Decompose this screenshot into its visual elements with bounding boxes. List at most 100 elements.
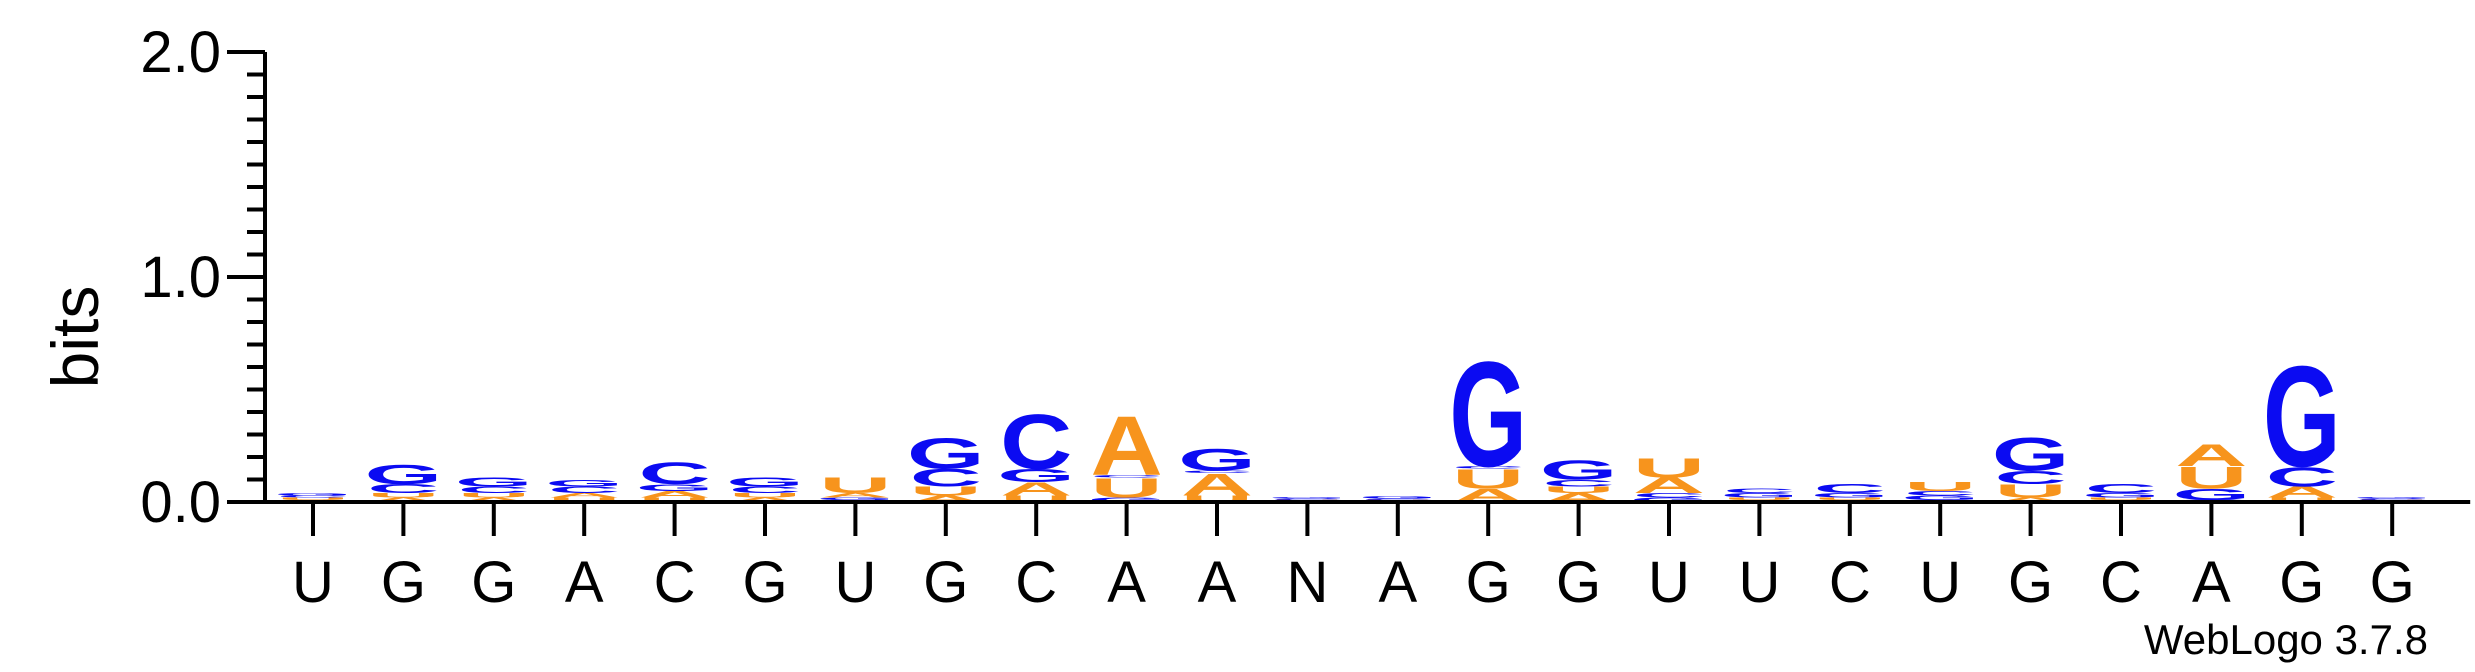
logo-letter: C bbox=[1542, 478, 1614, 488]
logo-letter: G bbox=[1359, 496, 1437, 499]
logo-letter: U bbox=[1452, 463, 1524, 494]
y-tick-label: 2.0 bbox=[140, 20, 221, 85]
logo-letter: A bbox=[367, 496, 439, 503]
logo-letter: U bbox=[2085, 497, 2157, 500]
logo-letter: G bbox=[1992, 428, 2070, 481]
logo-letter: U bbox=[2175, 460, 2247, 495]
logo-letter: G bbox=[997, 465, 1075, 486]
logo-letter: C bbox=[1181, 470, 1253, 473]
position-label: G bbox=[1556, 550, 1601, 615]
position-label: U bbox=[292, 550, 334, 615]
logo-letter: C bbox=[910, 464, 982, 492]
position-label: C bbox=[654, 550, 696, 615]
logo-letter: G bbox=[636, 482, 714, 492]
logo-letter: C bbox=[1452, 465, 1524, 468]
logo-letter: A bbox=[2175, 438, 2247, 473]
position-label: A bbox=[1378, 550, 1417, 615]
position-label: G bbox=[2008, 550, 2053, 615]
logo-letter: A bbox=[1633, 473, 1705, 497]
logo-letter: G bbox=[1811, 492, 1889, 499]
position-label: G bbox=[471, 550, 516, 615]
logo-letter: C bbox=[1271, 498, 1343, 500]
logo-letter: A bbox=[1000, 479, 1072, 500]
logo-letter: G bbox=[1901, 494, 1979, 501]
logo-letter: C bbox=[1994, 467, 2066, 488]
position-label: C bbox=[1015, 550, 1057, 615]
logo-letter: U bbox=[729, 492, 801, 499]
logo-letter: U bbox=[910, 484, 982, 498]
logo-letter: G bbox=[1449, 332, 1527, 499]
logo-letter: U bbox=[1904, 480, 1976, 494]
position-label: U bbox=[834, 550, 876, 615]
logo-letter: U bbox=[1542, 485, 1614, 495]
logo-letter: C bbox=[638, 456, 710, 491]
logo-letter: C bbox=[1904, 490, 1976, 497]
logo-letter: U bbox=[1090, 472, 1162, 503]
logo-letter: U bbox=[819, 473, 891, 497]
y-tick-label: 0.0 bbox=[140, 470, 221, 535]
position-label: G bbox=[923, 550, 968, 615]
logo-letter: C bbox=[2356, 498, 2428, 500]
logo-letter: A bbox=[1181, 467, 1253, 502]
logo-letter: G bbox=[365, 459, 443, 490]
position-label: N bbox=[1286, 550, 1328, 615]
weblogo-credit: WebLogo 3.7.8 bbox=[2144, 616, 2428, 663]
logo-letter: G bbox=[545, 478, 623, 488]
logo-letter: C bbox=[729, 485, 801, 495]
logo-letter: G bbox=[1088, 496, 1166, 503]
logo-letter: G bbox=[455, 475, 533, 489]
position-label: G bbox=[1466, 550, 1511, 615]
logo-letter: U bbox=[277, 497, 349, 500]
logo-letter: U bbox=[1181, 494, 1253, 504]
y-axis: 0.0 1.0 2.0 bbox=[140, 20, 267, 535]
logo-letter: G bbox=[1721, 492, 1799, 499]
logo-letter: G bbox=[2173, 486, 2251, 503]
logo-letter: C bbox=[1000, 399, 1072, 486]
logo-letter: A bbox=[910, 494, 982, 504]
logo-letter: G bbox=[726, 475, 804, 489]
position-label: G bbox=[742, 550, 787, 615]
logo-letter: C bbox=[1633, 492, 1705, 499]
logo-letter: C bbox=[1362, 498, 1434, 500]
logo-letter: A bbox=[1994, 496, 2066, 503]
logo-letter: U bbox=[638, 496, 710, 503]
position-label: A bbox=[2192, 550, 2231, 615]
logo-letter: C bbox=[458, 485, 530, 495]
position-label: A bbox=[1198, 550, 1237, 615]
logo-letter: C bbox=[367, 482, 439, 496]
position-label: G bbox=[381, 550, 426, 615]
logo-letter: A bbox=[548, 492, 620, 499]
logo-letter: A bbox=[1090, 398, 1162, 493]
logo-letter: G bbox=[274, 492, 352, 495]
position-label: U bbox=[1919, 550, 1961, 615]
position-label: U bbox=[1738, 550, 1780, 615]
logo-letter: G bbox=[2082, 492, 2160, 499]
logo-letter: A bbox=[729, 496, 801, 503]
logo-letter: C bbox=[548, 485, 620, 495]
position-label: A bbox=[1107, 550, 1146, 615]
logo-letter: U bbox=[1994, 481, 2066, 502]
logo-letter: G bbox=[1269, 497, 1347, 499]
position-label: U bbox=[1648, 550, 1690, 615]
logo-letter: C bbox=[1814, 482, 1886, 496]
logo-letter: C bbox=[1723, 487, 1795, 494]
letter-stacks: AUCGAUCGAUCGUACGUAGCAUCGCGAUAUCGUAGCGUCA… bbox=[274, 332, 2431, 506]
logo-letter: U bbox=[1633, 452, 1705, 483]
y-tick-label: 1.0 bbox=[140, 245, 221, 310]
logo-letter: U bbox=[1723, 497, 1795, 500]
